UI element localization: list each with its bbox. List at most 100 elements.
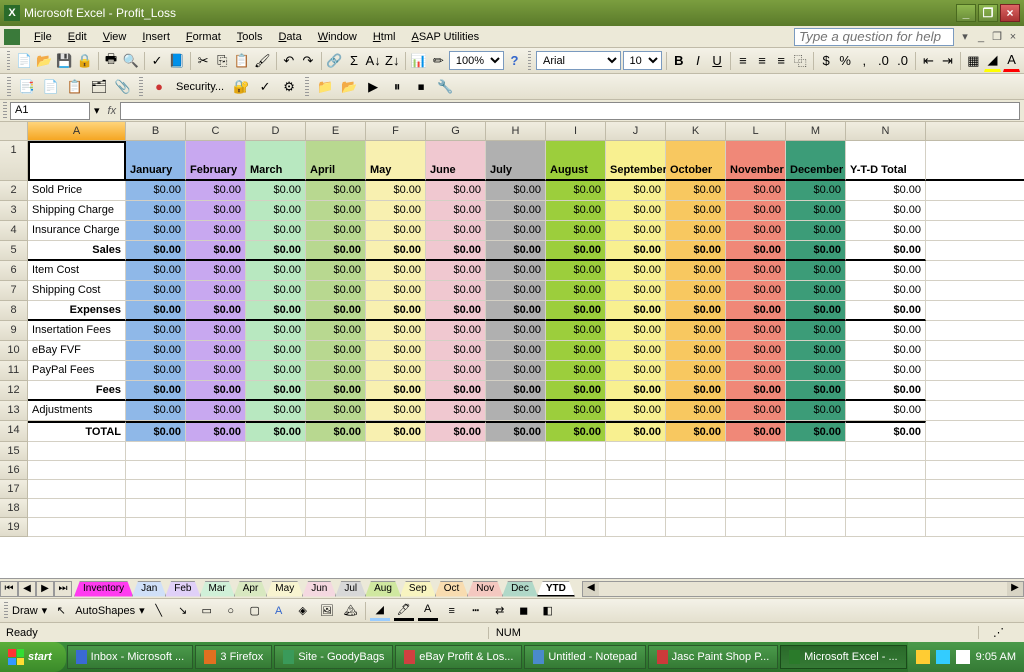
arrow-icon[interactable]: ↘ (173, 601, 193, 621)
sheet-tab-sep[interactable]: Sep (400, 581, 436, 597)
menu-window[interactable]: Window (310, 29, 365, 45)
fx-icon[interactable]: fx (108, 105, 117, 117)
month-header-february[interactable]: February (186, 141, 246, 181)
cell-C2[interactable]: $0.00 (186, 181, 246, 201)
row-label-7[interactable]: Shipping Cost (28, 281, 126, 301)
cell-empty-18-2[interactable] (186, 499, 246, 518)
cell-empty-15-1[interactable] (126, 442, 186, 461)
format-painter-icon[interactable]: 🖌 (253, 50, 272, 72)
cell-F5[interactable]: $0.00 (366, 241, 426, 261)
cell-extra-12[interactable] (926, 381, 1024, 401)
cell-empty-16-9[interactable] (606, 461, 666, 480)
cell-M5[interactable]: $0.00 (786, 241, 846, 261)
line-icon[interactable]: ╲ (149, 601, 169, 621)
paste-icon[interactable]: 📋 (233, 50, 251, 72)
cell-F8[interactable]: $0.00 (366, 301, 426, 321)
cell-empty-17-6[interactable] (426, 480, 486, 499)
cell-L6[interactable]: $0.00 (726, 261, 786, 281)
cell-N10[interactable]: $0.00 (846, 341, 926, 361)
sheet-tab-apr[interactable]: Apr (234, 581, 268, 597)
spelling-icon[interactable]: ✓ (149, 50, 166, 72)
cell-I3[interactable]: $0.00 (546, 201, 606, 221)
scroll-left-icon[interactable]: ◀ (583, 582, 599, 596)
cell-G5[interactable]: $0.00 (426, 241, 486, 261)
cell-J9[interactable]: $0.00 (606, 321, 666, 341)
merge-icon[interactable]: ⿻ (792, 50, 809, 72)
row-header-10[interactable]: 10 (0, 341, 28, 361)
cell-empty-16-5[interactable] (366, 461, 426, 480)
row-label-4[interactable]: Insurance Charge (28, 221, 126, 241)
cell-J6[interactable]: $0.00 (606, 261, 666, 281)
cell-H12[interactable]: $0.00 (486, 381, 546, 401)
cell-C4[interactable]: $0.00 (186, 221, 246, 241)
shadow-icon[interactable]: ◼ (514, 601, 534, 621)
cell-I5[interactable]: $0.00 (546, 241, 606, 261)
cell-N12[interactable]: $0.00 (846, 381, 926, 401)
cell-M14[interactable]: $0.00 (786, 421, 846, 442)
cell-M8[interactable]: $0.00 (786, 301, 846, 321)
sort-desc-icon[interactable]: Z↓ (384, 50, 401, 72)
toolbar-grip-2[interactable] (528, 51, 531, 71)
taskbar-item[interactable]: Jasc Paint Shop P... (648, 645, 778, 669)
cell-J7[interactable]: $0.00 (606, 281, 666, 301)
row-header-3[interactable]: 3 (0, 201, 28, 221)
cell-D14[interactable]: $0.00 (246, 421, 306, 442)
cell-J10[interactable]: $0.00 (606, 341, 666, 361)
row-header-8[interactable]: 8 (0, 301, 28, 321)
cell-empty-19-9[interactable] (606, 518, 666, 537)
cell-J3[interactable]: $0.00 (606, 201, 666, 221)
cell-extra-14[interactable] (926, 421, 1024, 442)
security-circle-icon[interactable]: ● (148, 76, 170, 98)
cell-E10[interactable]: $0.00 (306, 341, 366, 361)
cell-D6[interactable]: $0.00 (246, 261, 306, 281)
cell-empty-19-13[interactable] (846, 518, 926, 537)
taskbar-item[interactable]: Untitled - Notepad (524, 645, 646, 669)
tb3-icon-6[interactable]: 🔐 (230, 76, 252, 98)
cell-K13[interactable]: $0.00 (666, 401, 726, 421)
cell-B7[interactable]: $0.00 (126, 281, 186, 301)
month-header-june[interactable]: June (426, 141, 486, 181)
tb3-icon-11[interactable]: ▶ (362, 76, 384, 98)
cell-K14[interactable]: $0.00 (666, 421, 726, 442)
cell-empty-19-11[interactable] (726, 518, 786, 537)
cell-empty-16-12[interactable] (786, 461, 846, 480)
cell-empty-18-11[interactable] (726, 499, 786, 518)
cell-empty-15-2[interactable] (186, 442, 246, 461)
cell-E9[interactable]: $0.00 (306, 321, 366, 341)
comma-icon[interactable]: , (856, 50, 873, 72)
align-right-icon[interactable]: ≡ (773, 50, 790, 72)
cell-D4[interactable]: $0.00 (246, 221, 306, 241)
cell-B5[interactable]: $0.00 (126, 241, 186, 261)
cell-J4[interactable]: $0.00 (606, 221, 666, 241)
textbox-icon[interactable]: ▢ (245, 601, 265, 621)
save-icon[interactable]: 💾 (55, 50, 73, 72)
cell-empty-17-13[interactable] (846, 480, 926, 499)
name-box[interactable]: A1 (10, 102, 90, 120)
cell-H8[interactable]: $0.00 (486, 301, 546, 321)
font-color-icon[interactable]: A (1003, 50, 1020, 72)
cell-H11[interactable]: $0.00 (486, 361, 546, 381)
cell-empty-18-0[interactable] (28, 499, 126, 518)
cell-empty-18-7[interactable] (486, 499, 546, 518)
toolbar-grip-5[interactable] (305, 77, 309, 97)
draw-menu[interactable]: Draw (12, 605, 38, 617)
cell-F7[interactable]: $0.00 (366, 281, 426, 301)
cell-empty-18-6[interactable] (426, 499, 486, 518)
menu-tools[interactable]: Tools (229, 29, 271, 45)
cell-I12[interactable]: $0.00 (546, 381, 606, 401)
cell-empty-17-8[interactable] (546, 480, 606, 499)
doc-close-button[interactable]: × (1006, 30, 1020, 44)
cell-K12[interactable]: $0.00 (666, 381, 726, 401)
cell-H7[interactable]: $0.00 (486, 281, 546, 301)
cell-empty-17-9[interactable] (606, 480, 666, 499)
cell-F12[interactable]: $0.00 (366, 381, 426, 401)
cell-D12[interactable]: $0.00 (246, 381, 306, 401)
cell-J2[interactable]: $0.00 (606, 181, 666, 201)
cell-empty-15-14[interactable] (926, 442, 1024, 461)
cell-M7[interactable]: $0.00 (786, 281, 846, 301)
cell-empty-19-10[interactable] (666, 518, 726, 537)
increase-indent-icon[interactable]: ⇥ (939, 50, 956, 72)
cell-D5[interactable]: $0.00 (246, 241, 306, 261)
taskbar-item[interactable]: eBay Profit & Los... (395, 645, 522, 669)
row-label-3[interactable]: Shipping Charge (28, 201, 126, 221)
